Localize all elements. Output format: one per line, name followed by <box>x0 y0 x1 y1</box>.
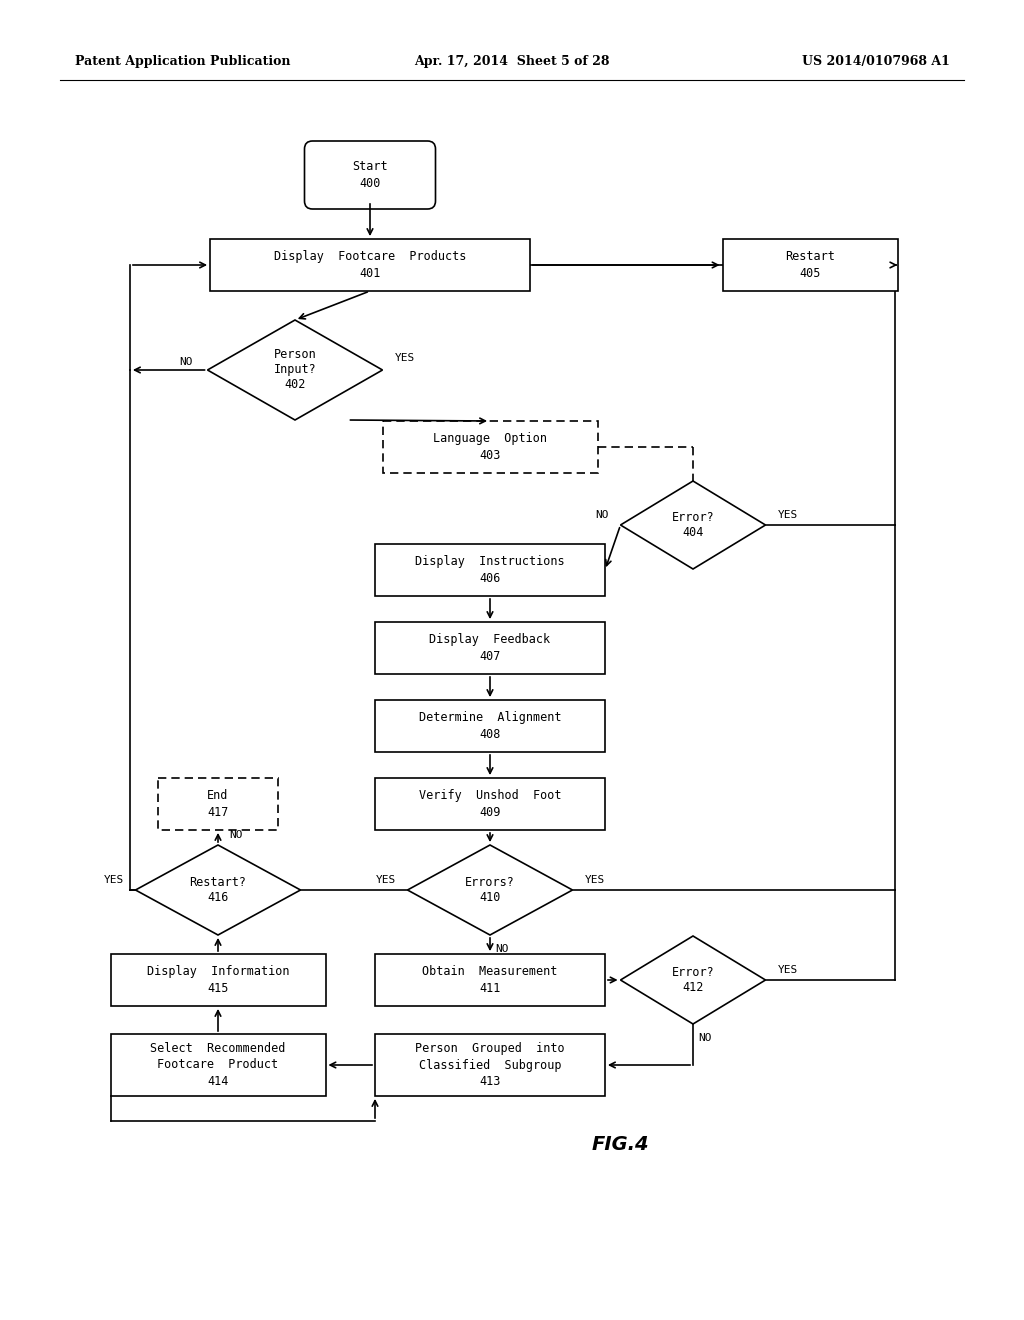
Text: NO: NO <box>698 1034 712 1043</box>
Bar <box>111 1034 326 1096</box>
Text: Restart?
416: Restart? 416 <box>189 876 247 904</box>
Text: Patent Application Publication: Patent Application Publication <box>75 55 291 69</box>
Text: Errors?
410: Errors? 410 <box>465 876 515 904</box>
Polygon shape <box>621 480 766 569</box>
Text: NO: NO <box>496 944 509 954</box>
Text: YES: YES <box>376 875 395 884</box>
Text: Determine  Alignment
408: Determine Alignment 408 <box>419 711 561 741</box>
Bar <box>210 239 530 290</box>
Text: Start
400: Start 400 <box>352 160 388 190</box>
Bar <box>375 700 605 752</box>
Text: Verify  Unshod  Foot
409: Verify Unshod Foot 409 <box>419 789 561 818</box>
Text: Restart
405: Restart 405 <box>785 251 835 280</box>
Bar <box>375 1034 605 1096</box>
Text: NO: NO <box>179 356 193 367</box>
Text: Select  Recommended
Footcare  Product
414: Select Recommended Footcare Product 414 <box>151 1041 286 1088</box>
Text: FIG.4: FIG.4 <box>591 1135 649 1155</box>
Text: Display  Information
415: Display Information 415 <box>146 965 289 995</box>
Bar <box>111 954 326 1006</box>
Text: Obtain  Measurement
411: Obtain Measurement 411 <box>422 965 558 995</box>
Text: Language  Option
403: Language Option 403 <box>433 432 547 462</box>
Text: Person
Input?
402: Person Input? 402 <box>273 348 316 392</box>
Text: Display  Footcare  Products
401: Display Footcare Products 401 <box>273 251 466 280</box>
Text: NO: NO <box>229 830 243 840</box>
Bar <box>375 777 605 830</box>
Text: Display  Feedback
407: Display Feedback 407 <box>429 634 551 663</box>
Bar <box>375 622 605 675</box>
Polygon shape <box>135 845 300 935</box>
Text: YES: YES <box>777 510 798 520</box>
Text: Error?
404: Error? 404 <box>672 511 715 539</box>
Bar <box>723 239 897 290</box>
Text: YES: YES <box>394 352 415 363</box>
Text: Display  Instructions
406: Display Instructions 406 <box>415 556 565 585</box>
Text: NO: NO <box>596 510 609 520</box>
Bar <box>375 544 605 597</box>
Bar <box>383 421 597 473</box>
Text: Error?
412: Error? 412 <box>672 966 715 994</box>
Text: YES: YES <box>777 965 798 975</box>
Polygon shape <box>621 936 766 1024</box>
Text: YES: YES <box>103 875 124 884</box>
Text: US 2014/0107968 A1: US 2014/0107968 A1 <box>802 55 950 69</box>
Text: End
417: End 417 <box>207 789 228 818</box>
FancyBboxPatch shape <box>304 141 435 209</box>
Polygon shape <box>408 845 572 935</box>
Bar <box>375 954 605 1006</box>
Text: YES: YES <box>585 875 604 884</box>
Bar <box>158 777 278 830</box>
Text: Person  Grouped  into
Classified  Subgroup
413: Person Grouped into Classified Subgroup … <box>415 1041 565 1088</box>
Polygon shape <box>208 319 383 420</box>
Text: Apr. 17, 2014  Sheet 5 of 28: Apr. 17, 2014 Sheet 5 of 28 <box>415 55 609 69</box>
